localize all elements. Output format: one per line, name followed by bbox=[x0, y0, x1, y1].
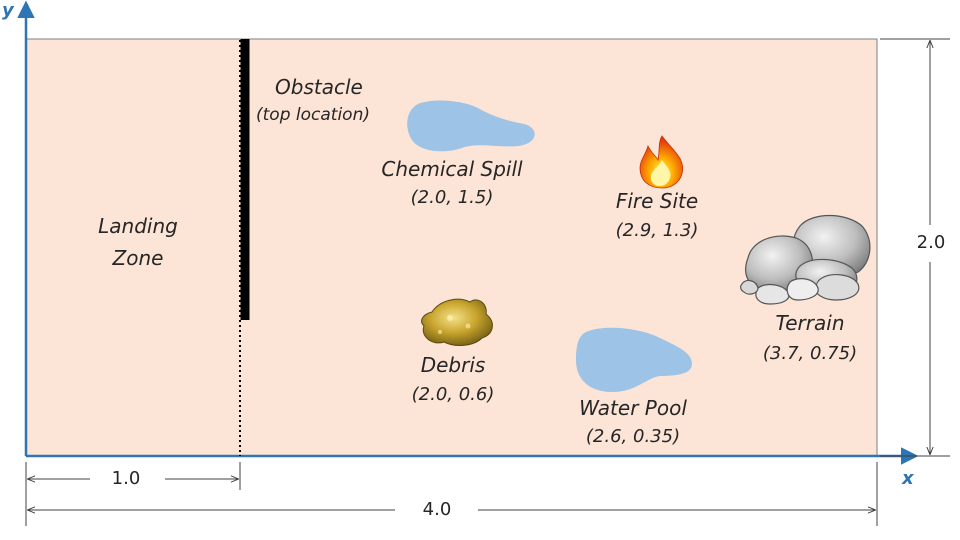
debris-icon bbox=[421, 298, 493, 346]
chemical-spill-puddle-icon bbox=[407, 100, 535, 152]
fire-site-name: Fire Site bbox=[615, 189, 699, 213]
y-axis-label: y bbox=[2, 0, 14, 21]
water-pool-puddle-icon bbox=[576, 327, 692, 392]
water-pool-name: Water Pool bbox=[579, 396, 687, 420]
fire-icon bbox=[639, 135, 684, 189]
debris-name: Debris bbox=[420, 353, 486, 377]
fire-site-coords: (2.9, 1.3) bbox=[615, 220, 699, 241]
field-height-value: 2.0 bbox=[916, 232, 946, 253]
obstacle-title: Obstacle bbox=[275, 75, 363, 99]
chemical-spill-coords: (2.0, 1.5) bbox=[410, 187, 494, 208]
terrain-name: Terrain bbox=[775, 311, 845, 335]
terrain-coords: (3.7, 0.75) bbox=[762, 343, 858, 364]
debris-coords: (2.0, 0.6) bbox=[411, 384, 495, 405]
water-pool-coords: (2.6, 0.35) bbox=[585, 426, 681, 447]
x-axis-label: x bbox=[902, 468, 914, 489]
landing-zone-line2: Zone bbox=[112, 246, 164, 270]
rocks-icon bbox=[740, 215, 871, 305]
field-width-value: 4.0 bbox=[422, 499, 452, 520]
landing-zone-line1: Landing bbox=[98, 214, 178, 238]
obstacle-subtitle: (top location) bbox=[256, 105, 370, 125]
chemical-spill-name: Chemical Spill bbox=[381, 157, 523, 181]
obstacle-offset-value: 1.0 bbox=[111, 468, 141, 489]
